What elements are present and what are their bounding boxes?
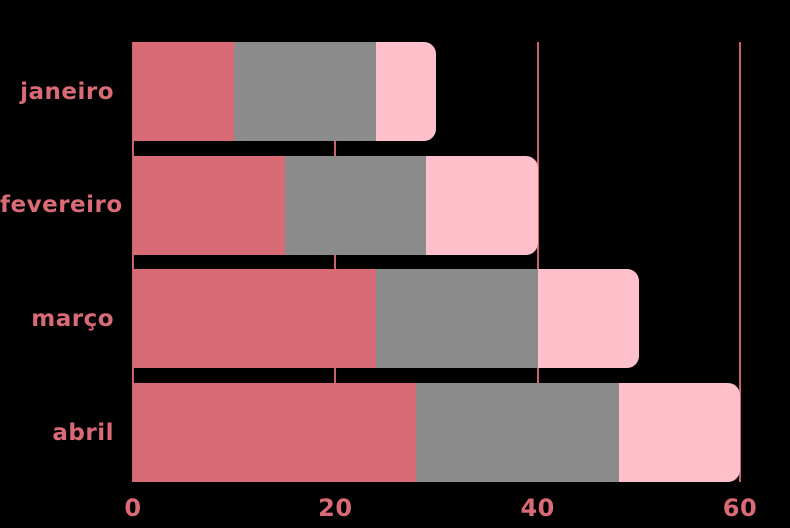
bar-row-janeiro xyxy=(133,42,437,141)
bar-segment-fevereiro-series-2-gray xyxy=(284,155,427,255)
bar-segment-março-series-1-rose xyxy=(133,269,376,369)
bar-segment-março-series-2-gray xyxy=(375,269,538,369)
bar-segment-janeiro-series-3-pink xyxy=(375,42,437,141)
plot-area xyxy=(132,42,741,482)
bar-segment-março-series-3-pink xyxy=(537,269,639,369)
x-tick-label-20: 20 xyxy=(318,494,353,522)
bar-segment-fevereiro-series-3-pink xyxy=(426,155,538,255)
gridline-20 xyxy=(334,42,337,482)
bar-segment-fevereiro-series-1-rose xyxy=(133,155,285,255)
y-tick-label-fevereiro: fevereiro xyxy=(0,192,123,219)
gridline-0 xyxy=(132,42,134,482)
y-tick-label-abril: abril xyxy=(52,419,114,446)
bar-row-fevereiro xyxy=(133,155,538,255)
bar-segment-janeiro-series-1-rose xyxy=(133,42,235,141)
x-tick-label-0: 0 xyxy=(124,494,142,522)
bar-segment-abril-series-1-rose xyxy=(133,383,417,482)
y-tick-label-março: março xyxy=(31,305,114,332)
y-tick-label-janeiro: janeiro xyxy=(20,78,114,105)
bar-row-abril xyxy=(133,383,740,482)
bar-segment-abril-series-2-gray xyxy=(416,383,619,482)
gridline-60 xyxy=(739,42,741,482)
x-tick-label-40: 40 xyxy=(520,494,555,522)
bar-row-março xyxy=(133,269,639,369)
bar-segment-janeiro-series-2-gray xyxy=(234,42,376,141)
bar-segment-abril-series-3-pink xyxy=(618,383,740,482)
gridline-40 xyxy=(536,42,539,482)
x-tick-label-60: 60 xyxy=(722,494,758,522)
